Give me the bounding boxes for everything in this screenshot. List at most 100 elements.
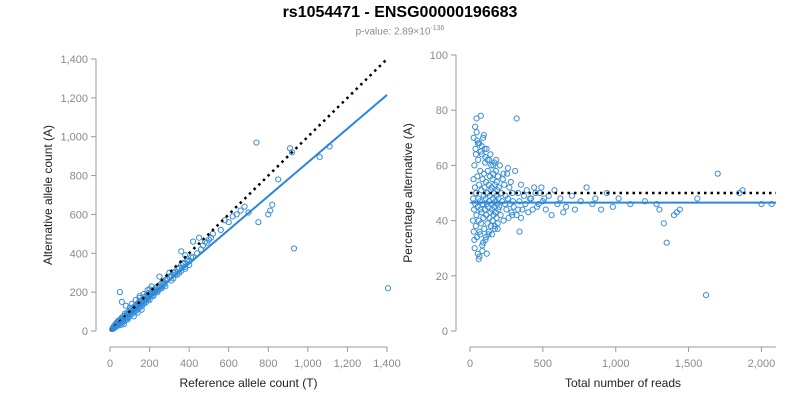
right-data-point — [493, 214, 500, 221]
right-data-point — [676, 206, 683, 213]
right-data-point — [526, 195, 533, 202]
right-data-point — [514, 189, 522, 197]
right-data-point — [500, 217, 507, 224]
right-data-point — [714, 170, 721, 177]
right-data-point — [598, 206, 605, 213]
right-data-point — [491, 225, 498, 232]
left-data-point — [178, 248, 185, 255]
right-data-point — [477, 231, 484, 238]
chart-title: rs1054471 - ENSG00000196683 — [282, 4, 518, 21]
right-data-point — [470, 228, 477, 235]
right-data-point — [472, 123, 479, 130]
p-value-exponent: -136 — [430, 25, 445, 32]
right-data-point — [525, 209, 532, 216]
right-data-point — [494, 173, 502, 180]
right-data-point — [497, 211, 504, 219]
right-data-point — [484, 220, 491, 227]
left-y-tick-label: 1,000 — [60, 132, 88, 144]
p-value-text: p-value: 2.89×10 — [355, 26, 431, 38]
right-data-point — [472, 145, 479, 152]
right-data-point — [494, 225, 501, 232]
right-x-tick-label: 0 — [467, 358, 473, 370]
right-y-tick-label: 20 — [436, 271, 448, 283]
right-data-point — [471, 245, 478, 252]
left-x-tick-label: 600 — [220, 358, 238, 370]
left-data-point — [207, 234, 215, 241]
right-data-point — [493, 178, 500, 186]
right-data-point — [481, 225, 488, 232]
right-data-point — [508, 209, 515, 216]
right-data-point — [519, 206, 526, 213]
left-x-tick-label: 1,000 — [294, 358, 322, 370]
right-data-point — [529, 206, 536, 213]
right-data-point — [496, 203, 503, 210]
left-data-point — [245, 209, 252, 216]
right-y-tick-label: 100 — [430, 50, 448, 62]
left-data-point — [132, 296, 139, 304]
right-data-point — [548, 211, 555, 219]
right-y-tick-label: 0 — [442, 326, 448, 338]
left-data-point — [316, 154, 323, 161]
right-data-point — [535, 200, 542, 208]
right-data-point — [514, 206, 522, 213]
right-data-point — [523, 187, 530, 194]
left-y-axis-title: Alternative allele count (A) — [41, 125, 55, 265]
right-data-point — [739, 187, 746, 194]
right-data-point — [493, 156, 500, 163]
right-x-tick-label: 1,000 — [602, 358, 630, 370]
right-data-point — [504, 165, 511, 172]
right-data-point — [557, 195, 564, 202]
right-data-point — [513, 115, 520, 122]
right-data-point — [507, 178, 514, 186]
left-y-tick-label: 1,200 — [60, 93, 88, 105]
right-data-point — [479, 200, 486, 208]
right-data-point — [758, 200, 765, 208]
right-data-point — [571, 206, 579, 213]
right-data-point — [694, 195, 701, 202]
right-data-point — [554, 200, 561, 208]
right-data-point — [483, 145, 490, 152]
left-y-tick-label: 0 — [82, 326, 88, 338]
left-data-point — [267, 207, 274, 214]
right-data-point — [483, 250, 490, 257]
right-data-point — [609, 203, 616, 210]
right-data-point — [627, 200, 634, 208]
left-data-point — [253, 139, 260, 146]
right-x-tick-label: 500 — [534, 358, 552, 370]
right-data-point — [475, 156, 482, 163]
right-data-point — [768, 200, 775, 208]
left-data-point — [290, 245, 298, 252]
p-value-subtitle: p-value: 2.89×10-136 — [0, 25, 800, 37]
right-data-point — [480, 134, 487, 141]
right-data-point — [475, 181, 483, 188]
right-data-point — [509, 211, 516, 219]
left-data-point — [199, 242, 207, 249]
right-data-point — [476, 253, 483, 260]
right-x-axis-title: Total number of reads — [565, 376, 681, 390]
right-data-point — [473, 129, 480, 136]
right-data-point — [517, 214, 525, 221]
right-data-point — [492, 167, 500, 175]
right-data-point — [504, 195, 511, 202]
right-data-point — [474, 173, 481, 180]
left-data-point — [195, 234, 203, 241]
right-y-tick-label: 80 — [436, 105, 448, 117]
right-data-point — [473, 115, 480, 122]
right-data-point — [479, 176, 486, 183]
left-data-point — [128, 300, 135, 307]
right-data-point — [477, 220, 485, 227]
right-data-point — [563, 203, 570, 210]
right-data-point — [495, 206, 502, 213]
right-data-point — [702, 292, 710, 299]
right-x-tick-label: 2,000 — [748, 358, 776, 370]
right-data-point — [516, 198, 523, 205]
left-y-tick-label: 200 — [70, 287, 88, 299]
left-x-tick-label: 1,400 — [373, 358, 401, 370]
right-data-point — [472, 151, 479, 158]
right-data-point — [589, 200, 596, 208]
right-data-point — [499, 176, 506, 183]
right-data-point — [510, 203, 517, 210]
right-data-point — [474, 137, 481, 144]
left-data-point — [140, 290, 147, 298]
left-data-point — [122, 302, 129, 309]
